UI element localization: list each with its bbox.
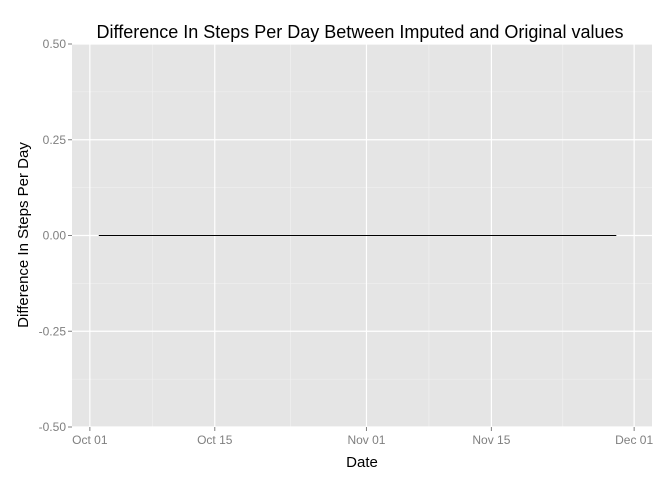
x-tick-label: Oct 01 — [72, 433, 108, 447]
x-axis-ticks: Oct 01 Oct 15 Nov 01 Nov 15 Dec 01 — [72, 427, 653, 447]
y-tick-label: -0.25 — [39, 324, 67, 338]
y-tick-label: -0.50 — [39, 420, 67, 434]
x-tick-label: Dec 01 — [615, 433, 653, 447]
y-tick-label: 0.50 — [43, 37, 67, 51]
x-tick-label: Nov 15 — [472, 433, 510, 447]
x-tick-label: Nov 01 — [347, 433, 385, 447]
x-tick-label: Oct 15 — [197, 433, 233, 447]
y-axis-ticks: 0.50 0.25 0.00 -0.25 -0.50 — [39, 37, 72, 434]
y-axis-title: Difference In Steps Per Day — [15, 142, 32, 328]
x-axis-title: Date — [346, 454, 378, 471]
y-tick-label: 0.25 — [43, 133, 67, 147]
chart-title: Difference In Steps Per Day Between Impu… — [97, 22, 624, 42]
y-tick-label: 0.00 — [43, 229, 67, 243]
